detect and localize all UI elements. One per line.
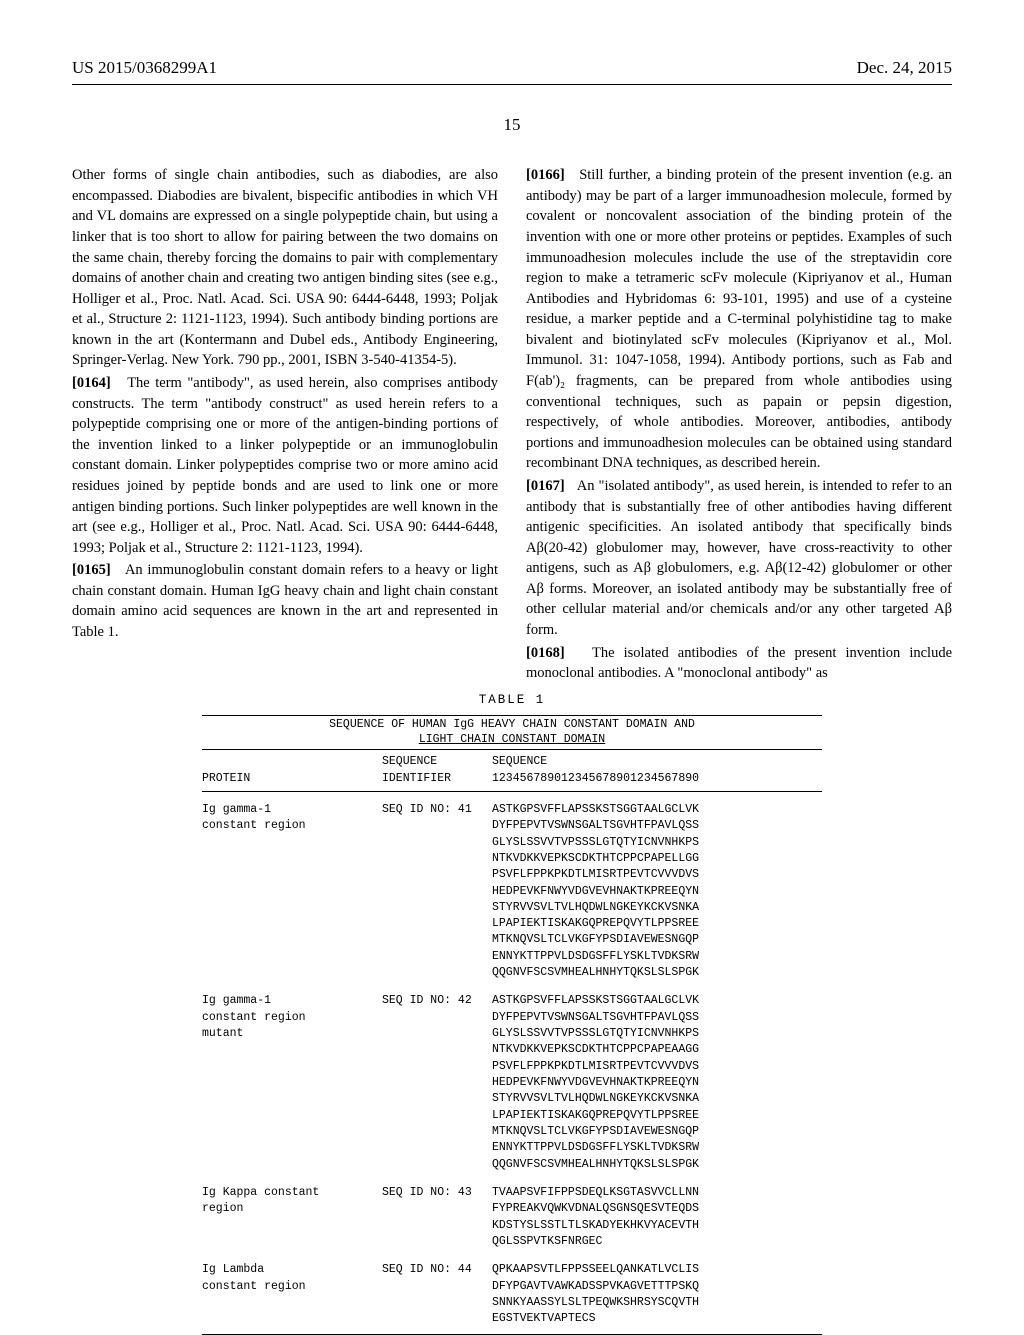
table-column-headers: PROTEIN SEQUENCEIDENTIFIER SEQUENCE12345… <box>202 752 822 789</box>
para-0167: [0167] An "isolated antibody", as used h… <box>526 476 952 641</box>
table-rule-top <box>202 715 822 716</box>
page-header: US 2015/0368299A1 Dec. 24, 2015 <box>72 56 952 85</box>
para-0168: [0168] The isolated antibodies of the pr… <box>526 643 952 684</box>
table-subhead: SEQUENCE OF HUMAN IgG HEAVY CHAIN CONSTA… <box>202 718 822 747</box>
table-rule-head2 <box>202 791 822 792</box>
table-row: Ig gamma-1 constant region mutantSEQ ID … <box>202 985 822 1177</box>
table-rule-head1 <box>202 749 822 750</box>
table-row: Ig Kappa constant regionSEQ ID NO: 43TVA… <box>202 1177 822 1254</box>
para-0164: [0164] The term "antibody", as used here… <box>72 373 498 558</box>
para-0165: [0165] An immunoglobulin constant domain… <box>72 560 498 642</box>
header-date: Dec. 24, 2015 <box>857 56 952 80</box>
table-caption: TABLE 1 <box>72 692 952 710</box>
page-number: 15 <box>72 113 952 137</box>
table-row: Ig Lambda constant regionSEQ ID NO: 44QP… <box>202 1254 822 1331</box>
two-column-body: Other forms of single chain antibodies, … <box>72 165 952 683</box>
table-row: Ig gamma-1 constant regionSEQ ID NO: 41A… <box>202 794 822 986</box>
header-pubnum: US 2015/0368299A1 <box>72 56 217 80</box>
para-0163-cont: Other forms of single chain antibodies, … <box>72 165 498 371</box>
sequence-table: SEQUENCE OF HUMAN IgG HEAVY CHAIN CONSTA… <box>202 715 822 1334</box>
para-0166: [0166] Still further, a binding protein … <box>526 165 952 474</box>
